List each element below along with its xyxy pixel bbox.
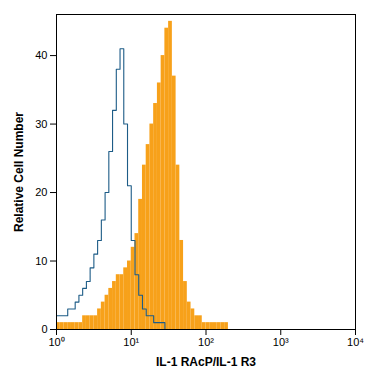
svg-text:IL-1 RAcP/IL-1 R3: IL-1 RAcP/IL-1 R3 bbox=[156, 355, 256, 369]
svg-text:0: 0 bbox=[41, 323, 47, 335]
svg-text:10²: 10² bbox=[198, 336, 214, 348]
svg-text:20: 20 bbox=[35, 186, 47, 198]
svg-text:10³: 10³ bbox=[273, 336, 289, 348]
svg-text:10¹: 10¹ bbox=[123, 336, 139, 348]
svg-text:10⁴: 10⁴ bbox=[347, 336, 364, 348]
svg-text:10: 10 bbox=[35, 255, 47, 267]
svg-text:10⁰: 10⁰ bbox=[48, 336, 64, 348]
svg-text:40: 40 bbox=[35, 49, 47, 61]
svg-text:30: 30 bbox=[35, 118, 47, 130]
svg-text:Relative Cell Number: Relative Cell Number bbox=[12, 112, 26, 232]
